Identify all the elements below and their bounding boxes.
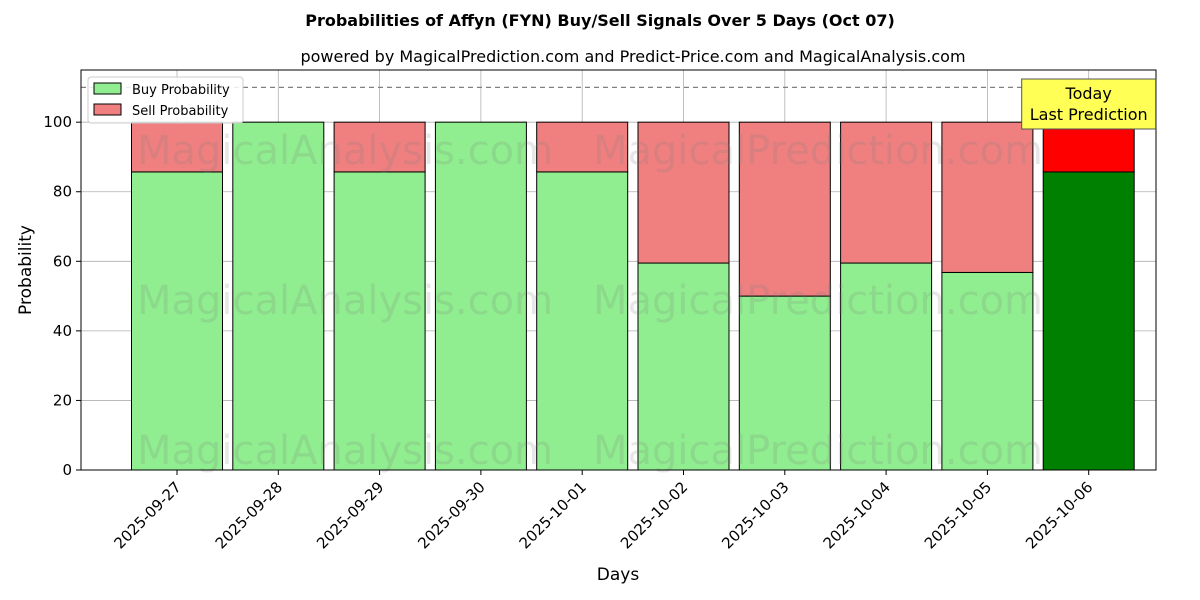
x-tick-label: 2025-10-01 [516,478,590,552]
bar-sell-2025-10-04 [840,121,933,264]
legend-box [87,76,244,124]
watermark-text: MagicalAnalysis.com [137,278,553,324]
y-tick-label: 0 [62,461,72,479]
bar-sell-2025-10-03 [738,121,831,297]
y-tick-label: 40 [53,322,72,340]
bar-sell-2025-09-29 [333,121,426,173]
x-tick-label: 2025-09-28 [212,478,286,552]
x-tick-label: 2025-09-29 [313,478,387,552]
annotation-line: Today [1065,84,1112,103]
bar-buy-2025-10-06 [1042,171,1135,471]
y-tick-label: 80 [53,183,72,201]
legend: Buy Probability Sell Probability [87,76,244,124]
bar-sell-2025-10-06 [1042,121,1135,173]
legend-label: Buy Probability [132,83,230,98]
x-tick-label: 2025-10-06 [1022,478,1096,552]
watermark-text: MagicalPrediction.com [593,428,1043,474]
bar-buy-2025-10-01 [536,171,629,471]
y-axis: 0 20 40 60 80 100 [43,113,81,479]
legend-swatch [93,82,122,95]
y-tick-label: 60 [53,252,72,270]
legend-swatch [93,103,122,116]
watermarks: MagicalAnalysis.com MagicalPrediction.com… [137,128,1043,474]
watermark-text: MagicalAnalysis.com [137,128,553,174]
y-axis-label: Probability [16,225,36,315]
bar-buy-2025-10-03 [738,295,831,471]
bar-buy-2025-10-04 [840,262,933,471]
watermark-text: MagicalAnalysis.com [137,428,553,474]
x-tick-label: 2025-10-02 [617,478,691,552]
x-tick-label: 2025-10-05 [921,478,995,552]
x-tick-label: 2025-10-03 [718,478,792,552]
bar-buy-2025-10-05 [941,271,1034,471]
bar-buy-2025-09-30 [434,121,527,471]
x-tick-label: 2025-09-27 [110,478,184,552]
x-tick-label: 2025-09-30 [414,478,488,552]
bar-buy-2025-09-27 [131,171,223,471]
y-tick-label: 20 [53,391,72,409]
bar-sell-2025-09-27 [131,121,223,173]
annotation-line: Last Prediction [1030,105,1148,124]
bar-sell-2025-10-05 [941,121,1034,273]
bar-sell-2025-10-02 [637,121,730,264]
chart-title: Probabilities of Affyn (FYN) Buy/Sell Si… [305,11,895,30]
y-tick-label: 100 [43,113,72,131]
plot-frame [80,69,1157,471]
x-axis-label: Days [597,565,640,585]
bars [131,121,1135,471]
x-tick-label: 2025-10-04 [820,478,894,552]
today-annotation: Today Last Prediction [1021,78,1157,130]
watermark-text: MagicalPrediction.com [593,278,1043,324]
legend-label: Sell Probability [132,104,229,119]
x-axis: 2025-09-27 2025-09-28 2025-09-29 2025-09-30… [110,470,1097,552]
bar-buy-2025-10-02 [637,262,730,471]
bar-sell-2025-10-01 [536,121,629,173]
annotation-box [1021,78,1157,130]
chart-subtitle: powered by MagicalPrediction.com and Pre… [300,47,965,66]
bar-buy-2025-09-29 [333,171,426,471]
watermark-text: MagicalPrediction.com [593,128,1043,174]
